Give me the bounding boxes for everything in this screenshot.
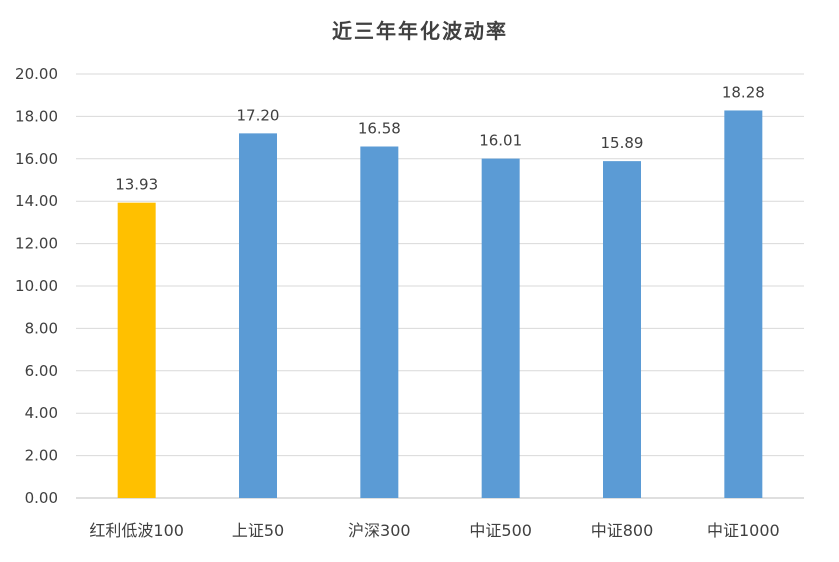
x-category-label: 中证500 [469,521,532,540]
chart-title: 近三年年化波动率 [332,19,508,43]
y-tick-label: 10.00 [15,277,58,295]
data-label: 13.93 [115,176,158,194]
x-category-label: 红利低波100 [89,521,184,540]
y-tick-label: 12.00 [15,235,58,253]
y-tick-label: 6.00 [25,362,58,380]
data-labels-layer: 13.93 17.20 16.58 16.01 15.89 18.28 [115,83,765,193]
data-label: 18.28 [722,83,765,101]
x-category-label: 中证1000 [707,521,780,540]
y-tick-label: 18.00 [15,107,58,125]
y-tick-label: 4.00 [25,404,58,422]
bar [603,161,641,498]
bars-layer [117,110,763,499]
y-tick-label: 0.00 [25,489,58,507]
x-category-label: 中证800 [591,521,654,540]
y-tick-label: 20.00 [15,65,58,83]
x-category-label: 沪深300 [348,521,411,540]
bar [481,158,520,498]
y-axis-ticks: 0.00 2.00 4.00 6.00 8.00 10.00 12.00 14.00 16.00… [15,65,58,507]
y-tick-label: 16.00 [15,150,58,168]
bar [239,133,277,499]
data-label: 17.20 [237,106,280,124]
x-category-label: 上证50 [232,521,284,540]
y-tick-label: 14.00 [15,192,58,210]
data-label: 16.58 [358,120,401,138]
bar [117,202,156,498]
y-tick-label: 2.00 [25,447,58,465]
x-axis-categories: 红利低波100 上证50 沪深300 中证500 中证800 中证1000 [89,521,779,540]
bar [724,110,763,499]
data-label: 16.01 [479,132,522,150]
y-tick-label: 8.00 [25,319,58,337]
bar [360,146,399,498]
data-label: 15.89 [601,134,644,152]
grid-layer [76,73,804,499]
